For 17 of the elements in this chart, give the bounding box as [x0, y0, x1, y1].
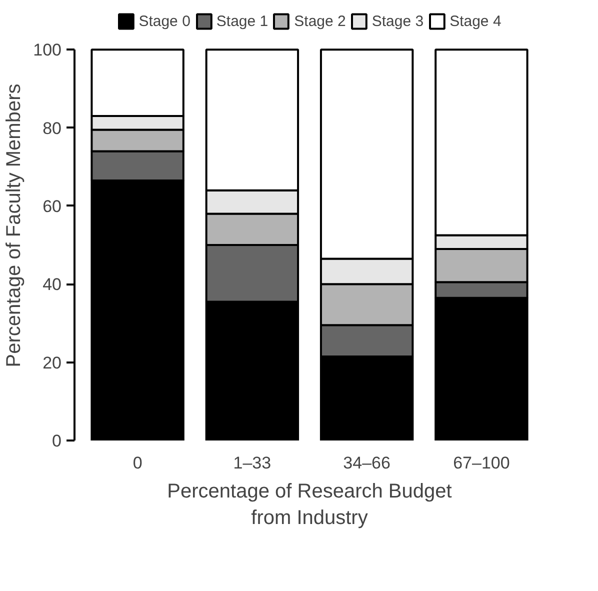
x-axis-title: Percentage of Research Budget from Industry: [167, 480, 452, 529]
y-tick-label: 20: [42, 353, 62, 372]
legend-label: Stage 1: [216, 12, 268, 30]
y-tick-label: 40: [42, 275, 62, 294]
legend-label: Stage 3: [372, 12, 424, 30]
x-tick-label: 1–33: [233, 454, 272, 472]
y-tick-label: 60: [42, 196, 62, 216]
x-tick-label: 67–100: [453, 454, 510, 472]
x-tick-label: 34–66: [343, 454, 390, 472]
legend-label: Stage 2: [294, 12, 346, 30]
legend-label: Stage 0: [138, 12, 190, 30]
legend-label: Stage 4: [450, 12, 502, 30]
y-tick-label: 80: [42, 118, 62, 138]
y-tick-label: 0: [52, 432, 62, 450]
y-tick-label: 100: [33, 40, 62, 60]
x-tick-label: 0: [132, 454, 142, 472]
y-axis-title: Percentage of Faculty Members: [3, 84, 26, 368]
